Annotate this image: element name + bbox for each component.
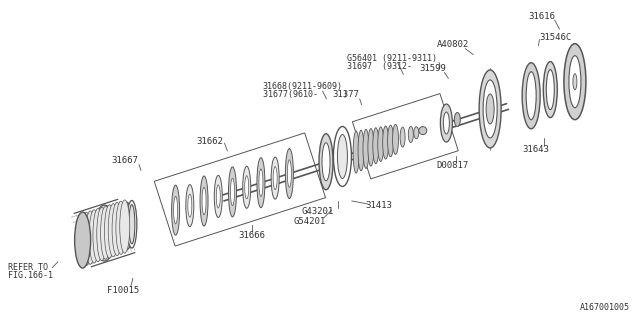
Text: 31616: 31616 xyxy=(528,12,555,20)
Text: G56401 (9211-9311): G56401 (9211-9311) xyxy=(348,54,437,63)
Ellipse shape xyxy=(285,148,293,198)
Ellipse shape xyxy=(358,130,364,171)
Ellipse shape xyxy=(257,158,265,208)
Ellipse shape xyxy=(440,104,452,142)
Text: 31599: 31599 xyxy=(419,64,446,73)
Ellipse shape xyxy=(337,134,348,179)
Ellipse shape xyxy=(353,131,359,173)
Ellipse shape xyxy=(486,94,494,124)
Ellipse shape xyxy=(243,166,251,208)
Text: 31667: 31667 xyxy=(111,156,138,165)
Ellipse shape xyxy=(419,127,427,135)
Ellipse shape xyxy=(200,176,208,226)
Ellipse shape xyxy=(89,210,99,263)
Ellipse shape xyxy=(388,125,394,157)
Ellipse shape xyxy=(444,112,449,134)
Ellipse shape xyxy=(383,126,388,159)
Text: F10015: F10015 xyxy=(107,286,139,295)
Text: FIG.166-1: FIG.166-1 xyxy=(8,271,53,280)
Text: G43201: G43201 xyxy=(301,207,334,216)
Ellipse shape xyxy=(244,176,249,199)
Ellipse shape xyxy=(333,126,351,187)
Text: G54201: G54201 xyxy=(294,217,326,227)
Ellipse shape xyxy=(112,202,122,256)
Ellipse shape xyxy=(77,213,88,267)
Ellipse shape xyxy=(85,211,95,264)
Text: 31697  (9312-     ): 31697 (9312- ) xyxy=(348,62,442,71)
Ellipse shape xyxy=(188,194,192,217)
Ellipse shape xyxy=(454,113,460,126)
Ellipse shape xyxy=(97,207,107,260)
Polygon shape xyxy=(353,94,458,179)
Ellipse shape xyxy=(414,127,419,139)
Ellipse shape xyxy=(483,80,497,138)
Ellipse shape xyxy=(120,202,133,250)
Text: D00817: D00817 xyxy=(436,161,468,170)
Text: 31662: 31662 xyxy=(196,137,223,146)
Ellipse shape xyxy=(186,185,194,227)
Ellipse shape xyxy=(543,61,557,118)
Ellipse shape xyxy=(172,185,180,235)
Text: 31666: 31666 xyxy=(239,231,266,240)
Ellipse shape xyxy=(214,175,222,217)
Ellipse shape xyxy=(322,143,330,181)
Polygon shape xyxy=(154,133,326,246)
Ellipse shape xyxy=(93,209,103,262)
Text: 31668(9211-9609): 31668(9211-9609) xyxy=(262,83,342,92)
Text: 31377: 31377 xyxy=(332,90,359,99)
Ellipse shape xyxy=(373,128,379,164)
Ellipse shape xyxy=(129,205,135,244)
Ellipse shape xyxy=(259,169,263,196)
Text: 31643: 31643 xyxy=(523,145,550,154)
Ellipse shape xyxy=(408,126,413,142)
Ellipse shape xyxy=(230,178,234,206)
Ellipse shape xyxy=(273,167,277,190)
Ellipse shape xyxy=(400,127,405,147)
Ellipse shape xyxy=(104,205,115,258)
Ellipse shape xyxy=(319,134,333,190)
Ellipse shape xyxy=(569,56,581,108)
Ellipse shape xyxy=(127,200,137,248)
Ellipse shape xyxy=(75,212,91,268)
Ellipse shape xyxy=(526,72,536,120)
Ellipse shape xyxy=(81,212,92,266)
Ellipse shape xyxy=(120,200,130,253)
Ellipse shape xyxy=(202,187,206,215)
Text: 31546C: 31546C xyxy=(540,33,572,42)
Ellipse shape xyxy=(564,44,586,120)
Ellipse shape xyxy=(392,124,399,155)
Ellipse shape xyxy=(368,129,374,166)
Ellipse shape xyxy=(100,206,111,259)
Ellipse shape xyxy=(479,70,501,148)
Text: REFER TO: REFER TO xyxy=(8,263,48,272)
Text: 31413: 31413 xyxy=(365,201,392,211)
Ellipse shape xyxy=(108,204,118,257)
Text: A40802: A40802 xyxy=(437,40,469,49)
Ellipse shape xyxy=(547,70,554,109)
Ellipse shape xyxy=(522,63,540,129)
Ellipse shape xyxy=(228,167,237,217)
Ellipse shape xyxy=(378,127,384,161)
Ellipse shape xyxy=(93,205,115,261)
Ellipse shape xyxy=(216,185,220,208)
Ellipse shape xyxy=(116,201,126,254)
Ellipse shape xyxy=(573,74,577,90)
Ellipse shape xyxy=(173,196,178,224)
Ellipse shape xyxy=(287,160,291,187)
Ellipse shape xyxy=(271,157,279,199)
Ellipse shape xyxy=(363,129,369,168)
Text: 31677(9610-     ): 31677(9610- ) xyxy=(262,91,348,100)
Text: A167001005: A167001005 xyxy=(580,303,630,312)
